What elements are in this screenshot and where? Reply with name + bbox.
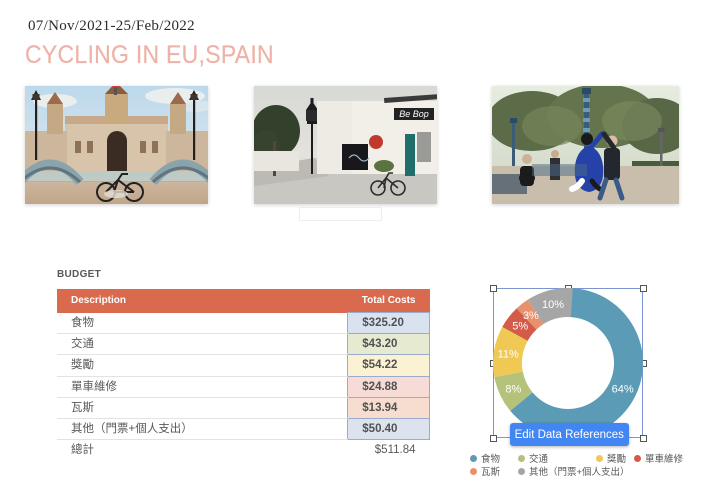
svg-text:10%: 10% — [542, 299, 564, 311]
svg-text:5%: 5% — [512, 321, 528, 333]
svg-text:11%: 11% — [498, 348, 519, 360]
svg-text:8%: 8% — [505, 384, 521, 396]
svg-text:Be Bop: Be Bop — [399, 109, 429, 119]
svg-text:3%: 3% — [523, 310, 539, 322]
svg-text:64%: 64% — [612, 384, 634, 396]
